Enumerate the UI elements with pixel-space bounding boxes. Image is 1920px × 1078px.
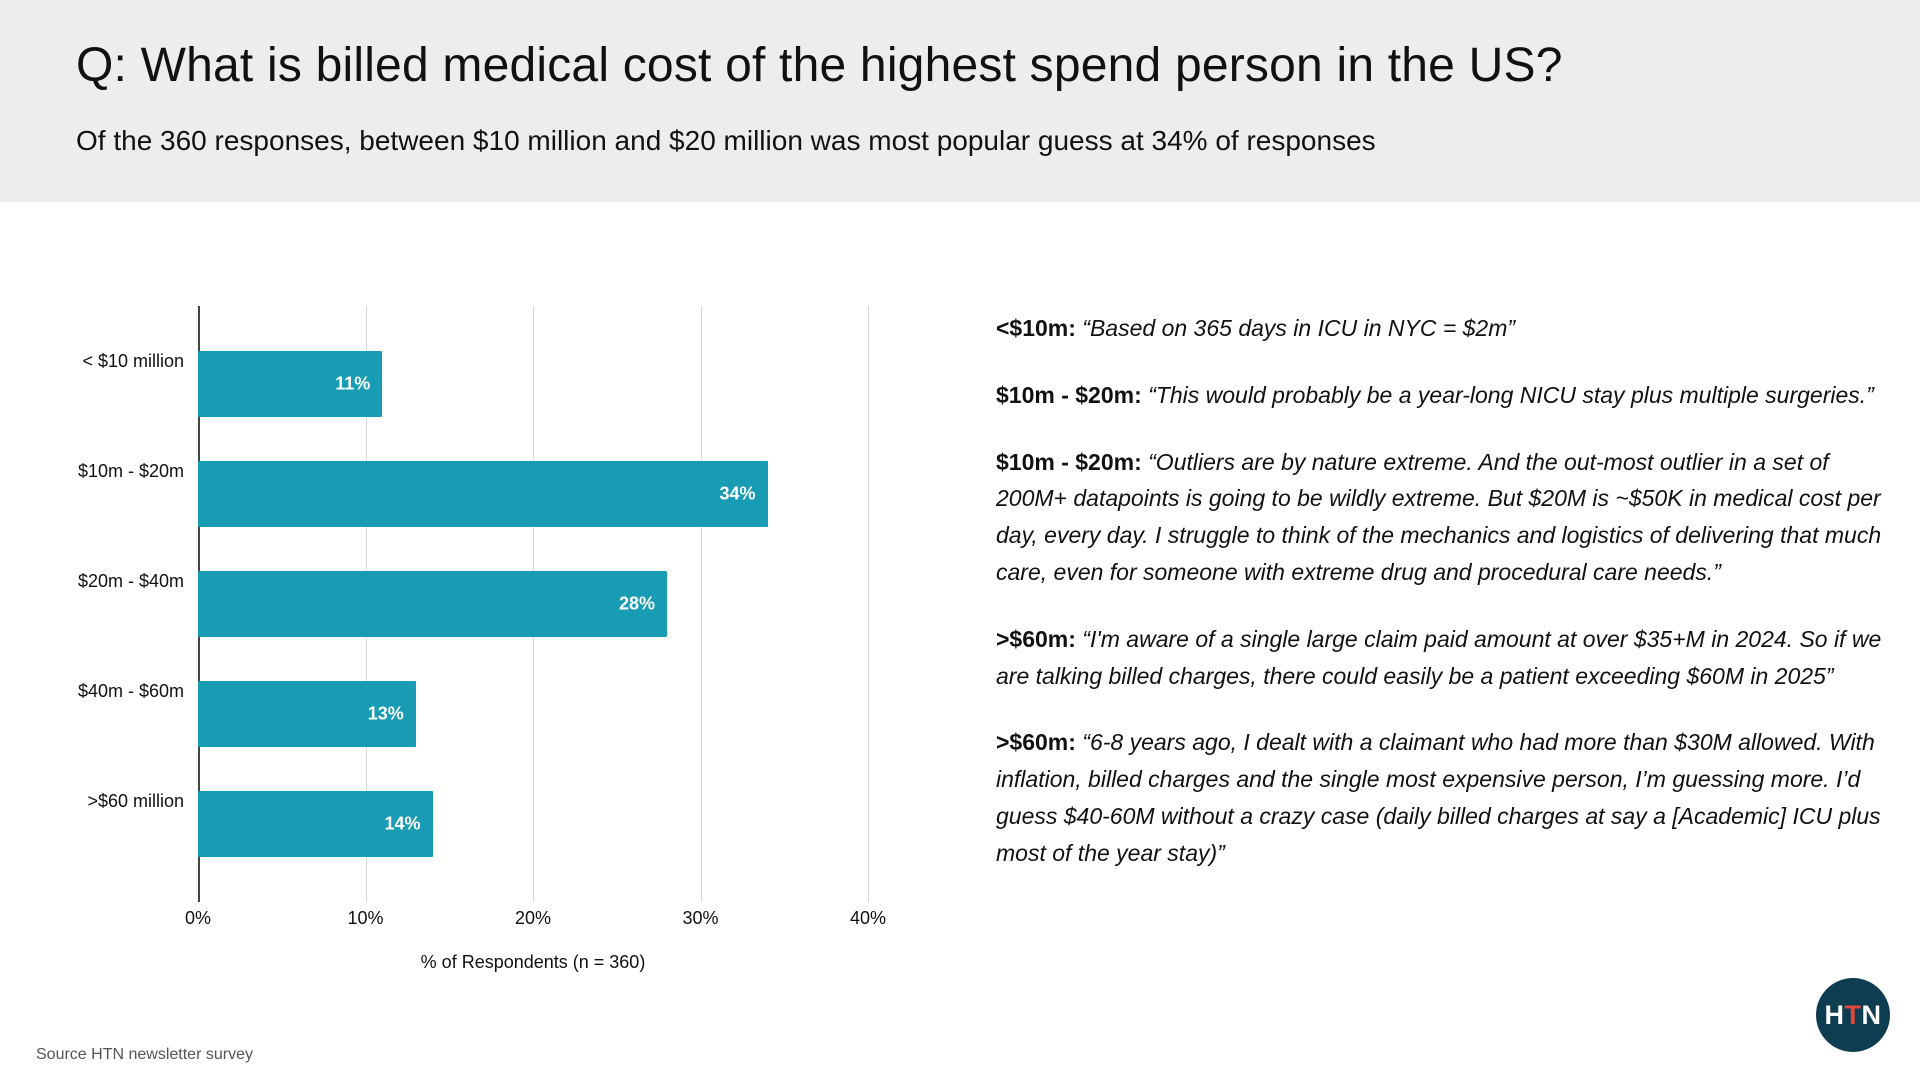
quote-text: “Outliers are by nature extreme. And the…	[996, 448, 1882, 585]
page-title: Q: What is billed medical cost of the hi…	[76, 39, 1563, 92]
htn-logo: HTN	[1816, 978, 1890, 1052]
bar-row: 34%	[198, 439, 868, 549]
quote-item: $10m - $20m: “Outliers are by nature ext…	[996, 444, 1886, 591]
x-tick-label: 20%	[514, 908, 552, 928]
bar: 11%	[198, 351, 383, 417]
x-tick-label: 30%	[682, 908, 719, 928]
bar-chart: < $10 million $10m - $20m $20m - $40m $40m …	[8, 306, 888, 973]
quote-label: <$10m:	[996, 315, 1076, 341]
quote-item: $10m - $20m: “This would probably be a y…	[996, 377, 1886, 414]
bar: 28%	[198, 571, 667, 637]
quotes-panel: <$10m: “Based on 365 days in ICU in NYC …	[996, 306, 1886, 973]
gridline	[700, 306, 702, 902]
quote-label: $10m - $20m:	[996, 381, 1142, 408]
x-tick-label: 40%	[849, 908, 887, 928]
logo-letter: H	[1824, 999, 1845, 1030]
bar: 34%	[198, 461, 768, 527]
x-tick-label: 10%	[347, 908, 384, 928]
quote-item: >$60m: “I'm aware of a single large clai…	[996, 621, 1886, 695]
plot-area: < $10 million $10m - $20m $20m - $40m $40m …	[8, 306, 888, 902]
bar-value-label: 11%	[335, 373, 371, 394]
quote-text: “6-8 years ago, I dealt with a claimant …	[996, 729, 1881, 866]
x-axis-label: % of Respondents (n = 360)	[420, 952, 646, 972]
category-axis: < $10 million $10m - $20m $20m - $40m $40m …	[8, 306, 198, 902]
bar-value-label: 13%	[367, 703, 404, 724]
main-content: < $10 million $10m - $20m $20m - $40m $40m …	[0, 202, 1920, 973]
quote-text: “This would probably be a year-long NICU…	[1141, 381, 1874, 408]
quote-text: “I'm aware of a single large claim paid …	[996, 625, 1882, 689]
quote-text: “Based on 365 days in ICU in NYC = $2m”	[1075, 315, 1516, 341]
page-subtitle: Of the 360 responses, between $10 millio…	[76, 125, 1376, 156]
bar-value-label: 34%	[719, 483, 756, 504]
category-label: < $10 million	[82, 350, 184, 371]
category-label: $20m - $40m	[77, 570, 184, 591]
bar-row: 13%	[198, 659, 868, 769]
bar-value-label: 14%	[384, 813, 421, 834]
quote-item: >$60m: “6-8 years ago, I dealt with a cl…	[996, 724, 1886, 871]
logo-letter: T	[1844, 999, 1862, 1030]
gridline	[868, 306, 869, 902]
bar-row: 14%	[198, 769, 868, 879]
header: Q: What is billed medical cost of the hi…	[0, 0, 1920, 202]
category-label: $10m - $20m	[77, 460, 184, 481]
quote-label: >$60m:	[996, 625, 1076, 652]
x-tick-label: 0%	[184, 908, 212, 928]
category-label: $40m - $60m	[77, 680, 184, 701]
bar-row: 28%	[198, 549, 868, 659]
quote-item: <$10m: “Based on 365 days in ICU in NYC …	[996, 310, 1886, 347]
bar-row: 11%	[198, 329, 868, 439]
category-label: >$60 million	[87, 790, 184, 811]
bar-track-area: 11% 34% 28% 13% 14%	[198, 306, 869, 902]
bar: 13%	[198, 681, 416, 747]
quote-label: $10m - $20m:	[996, 448, 1142, 475]
bar: 14%	[198, 791, 433, 857]
htn-logo-text: HTN	[1825, 1000, 1882, 1031]
quote-label: >$60m:	[996, 729, 1076, 756]
bar-value-label: 28%	[618, 593, 655, 614]
logo-letter: N	[1861, 999, 1882, 1030]
source-note: Source HTN newsletter survey	[36, 1046, 253, 1063]
x-axis-ticks: 0% 10% 20% 30% 40%	[185, 908, 886, 934]
